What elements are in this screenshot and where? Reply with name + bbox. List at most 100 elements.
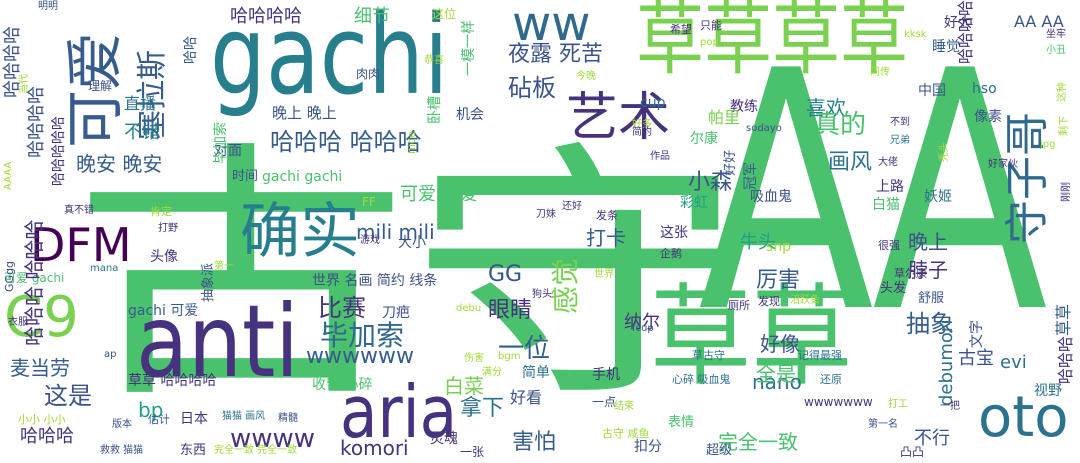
word-dongxi: 东西 xyxy=(180,443,207,458)
word-toufa: 头发 xyxy=(880,281,907,296)
word-faxian: 发现 xyxy=(758,295,780,308)
word-pop: pop xyxy=(700,37,719,48)
word-yizhang: 一张 xyxy=(460,445,485,459)
word-xiwang: 希望 xyxy=(670,23,692,36)
word-tutou: 秃头 xyxy=(939,142,950,162)
word-caocao: 草草 xyxy=(650,273,853,401)
word-hahaha-2: 哈哈哈 xyxy=(20,426,74,447)
word-jinwan: 今晚 xyxy=(576,71,596,82)
word-gachi-gachi: gachi gachi xyxy=(262,169,343,185)
word-zhezhong: 这种 xyxy=(1057,82,1068,102)
word-duimian: 对面 xyxy=(214,143,242,159)
word-gg: GG xyxy=(488,262,523,287)
word-ganjue: 感觉 xyxy=(549,257,582,314)
word-zhenbucuo: 真不错 xyxy=(64,205,94,216)
word-haokan: 好看 xyxy=(510,388,543,407)
word-pali: 帕里 xyxy=(708,108,741,127)
word-henqiang: 很强 xyxy=(878,239,900,252)
word-chouxiang: 抽象 xyxy=(906,310,954,338)
word-lihai: 厉害 xyxy=(756,268,801,293)
word-daomei: 刀妹 xyxy=(536,209,556,220)
word-debu: debu xyxy=(456,303,482,314)
word-mili-mili: mili mili xyxy=(356,220,435,244)
word-goutou: 狗头 xyxy=(532,289,552,300)
word-zuolao: 坐牢 xyxy=(1046,29,1066,40)
word-lijie: 理解 xyxy=(88,79,113,93)
word-mingming: 明明 xyxy=(38,1,58,12)
word-shijian: 时间 xyxy=(232,169,259,184)
word-touxiang: 头像 xyxy=(150,249,178,265)
word-naxia: 拿下 xyxy=(460,396,505,421)
word-gubao: 古宝 xyxy=(958,348,994,369)
word-xiaochou: 小丑 xyxy=(1046,45,1066,56)
word-caihong: 彩虹 xyxy=(680,195,708,211)
word-naer: 纳尔 xyxy=(624,312,660,333)
word-haoduo: 好多 xyxy=(632,119,652,130)
word-diyi: 第一 xyxy=(214,261,234,272)
word-baimao: 白猫 xyxy=(872,197,900,213)
word-baicai: 白菜 xyxy=(444,374,484,398)
word-oto: oto xyxy=(978,385,1069,450)
word-ff: FF xyxy=(362,195,376,209)
word-queshi: 确实 xyxy=(240,197,360,267)
word-jieshu: 结束 xyxy=(614,401,634,412)
word-zhanban: 砧板 xyxy=(508,74,556,102)
word-shouliu-xinsui: 收留 心碎 xyxy=(312,377,373,393)
word-shanghai: 伤害 xyxy=(464,353,484,364)
word-aaaa: AAAA xyxy=(3,161,14,190)
word-haohao: 好好 xyxy=(723,149,738,176)
word-caocao-hahahaha: 草草 哈哈哈哈 xyxy=(128,373,217,389)
word-xixuegui: 吸血鬼 xyxy=(750,189,792,205)
word-yimoyiyang: 一模一样 xyxy=(461,20,477,76)
word-snp: snp xyxy=(766,239,792,255)
word-aotu: 凸凸 xyxy=(900,445,925,459)
word-wanshang: 晚上 xyxy=(908,230,948,254)
word-jide-zuiqiang: 记得最强 xyxy=(798,349,842,362)
word-riben: 日本 xyxy=(180,411,208,427)
word-gggg: GGgg xyxy=(3,260,16,292)
word-nice: nice xyxy=(405,131,418,154)
word-keai-gachi: 可爱 gachi xyxy=(4,271,65,285)
word-shiye: 视野 xyxy=(1034,383,1062,399)
word-wanshang-wanshang: 晚上 晚上 xyxy=(272,104,337,122)
word-zhende: 真的 xyxy=(814,110,867,140)
word-yiwei: 一位 xyxy=(498,334,551,364)
word-bgm: bgm xyxy=(498,351,521,362)
word-keai-keai: 可爱 可爱 xyxy=(400,184,478,205)
word-xihuan: 喜欢 xyxy=(806,96,846,120)
word-hahaha-hahaha-2: 哈哈哈 哈哈哈 xyxy=(22,219,46,346)
word-mana: mana xyxy=(90,263,119,274)
word-manfen: 满分 xyxy=(482,367,502,378)
word-koufen: 扣分 xyxy=(634,439,662,455)
word-buxing: 不行 xyxy=(914,428,950,449)
word-jingsui: 精髓 xyxy=(278,413,298,424)
word-youxi: 游戏 xyxy=(360,235,380,246)
word-sodayo: sodayo xyxy=(746,123,782,134)
word-kending: 肯定 xyxy=(150,205,172,218)
word-ww: ww xyxy=(512,0,591,52)
word-dfm: DFM xyxy=(30,218,132,272)
word-gongxi: 恭喜 xyxy=(424,55,444,66)
word-gushou: 古守 xyxy=(72,119,747,434)
word-guji: 估计 xyxy=(148,413,170,426)
word-chouxiangpai: 抽象派 xyxy=(201,262,216,302)
word-zhineng: 只能 xyxy=(700,19,722,32)
word-debumori: debumori xyxy=(936,319,957,406)
word-hahaha-hahaha: 哈哈哈 哈哈哈 xyxy=(270,128,422,156)
word-linghun: 灵魂 xyxy=(430,431,458,447)
word-c9: C9 xyxy=(4,285,79,350)
word-evi: evi xyxy=(1000,352,1027,373)
word-zhaoyueyu: 沼跃鱼 xyxy=(790,295,820,306)
word-komori: komori xyxy=(340,436,409,460)
word-aa-aa: AA AA xyxy=(1014,12,1064,31)
word-jihui: 机会 xyxy=(456,107,484,123)
word-wanquanyizhi-2: 完全一致 完全一致 xyxy=(214,445,298,456)
word-yelu-sikou: 夜露 死苦 xyxy=(508,42,603,67)
word-zuopin: 作品 xyxy=(650,151,670,162)
word-xijie: 细节 xyxy=(354,6,390,27)
word-haojiahuo: 好家伙 xyxy=(988,159,1018,170)
word-caogushou: 草古守 xyxy=(692,349,725,362)
word-shouzige: 守子哥 xyxy=(1002,112,1053,244)
word-jiaolian: 教练 xyxy=(730,99,758,115)
word-zhongguo: 中国 xyxy=(918,83,946,99)
